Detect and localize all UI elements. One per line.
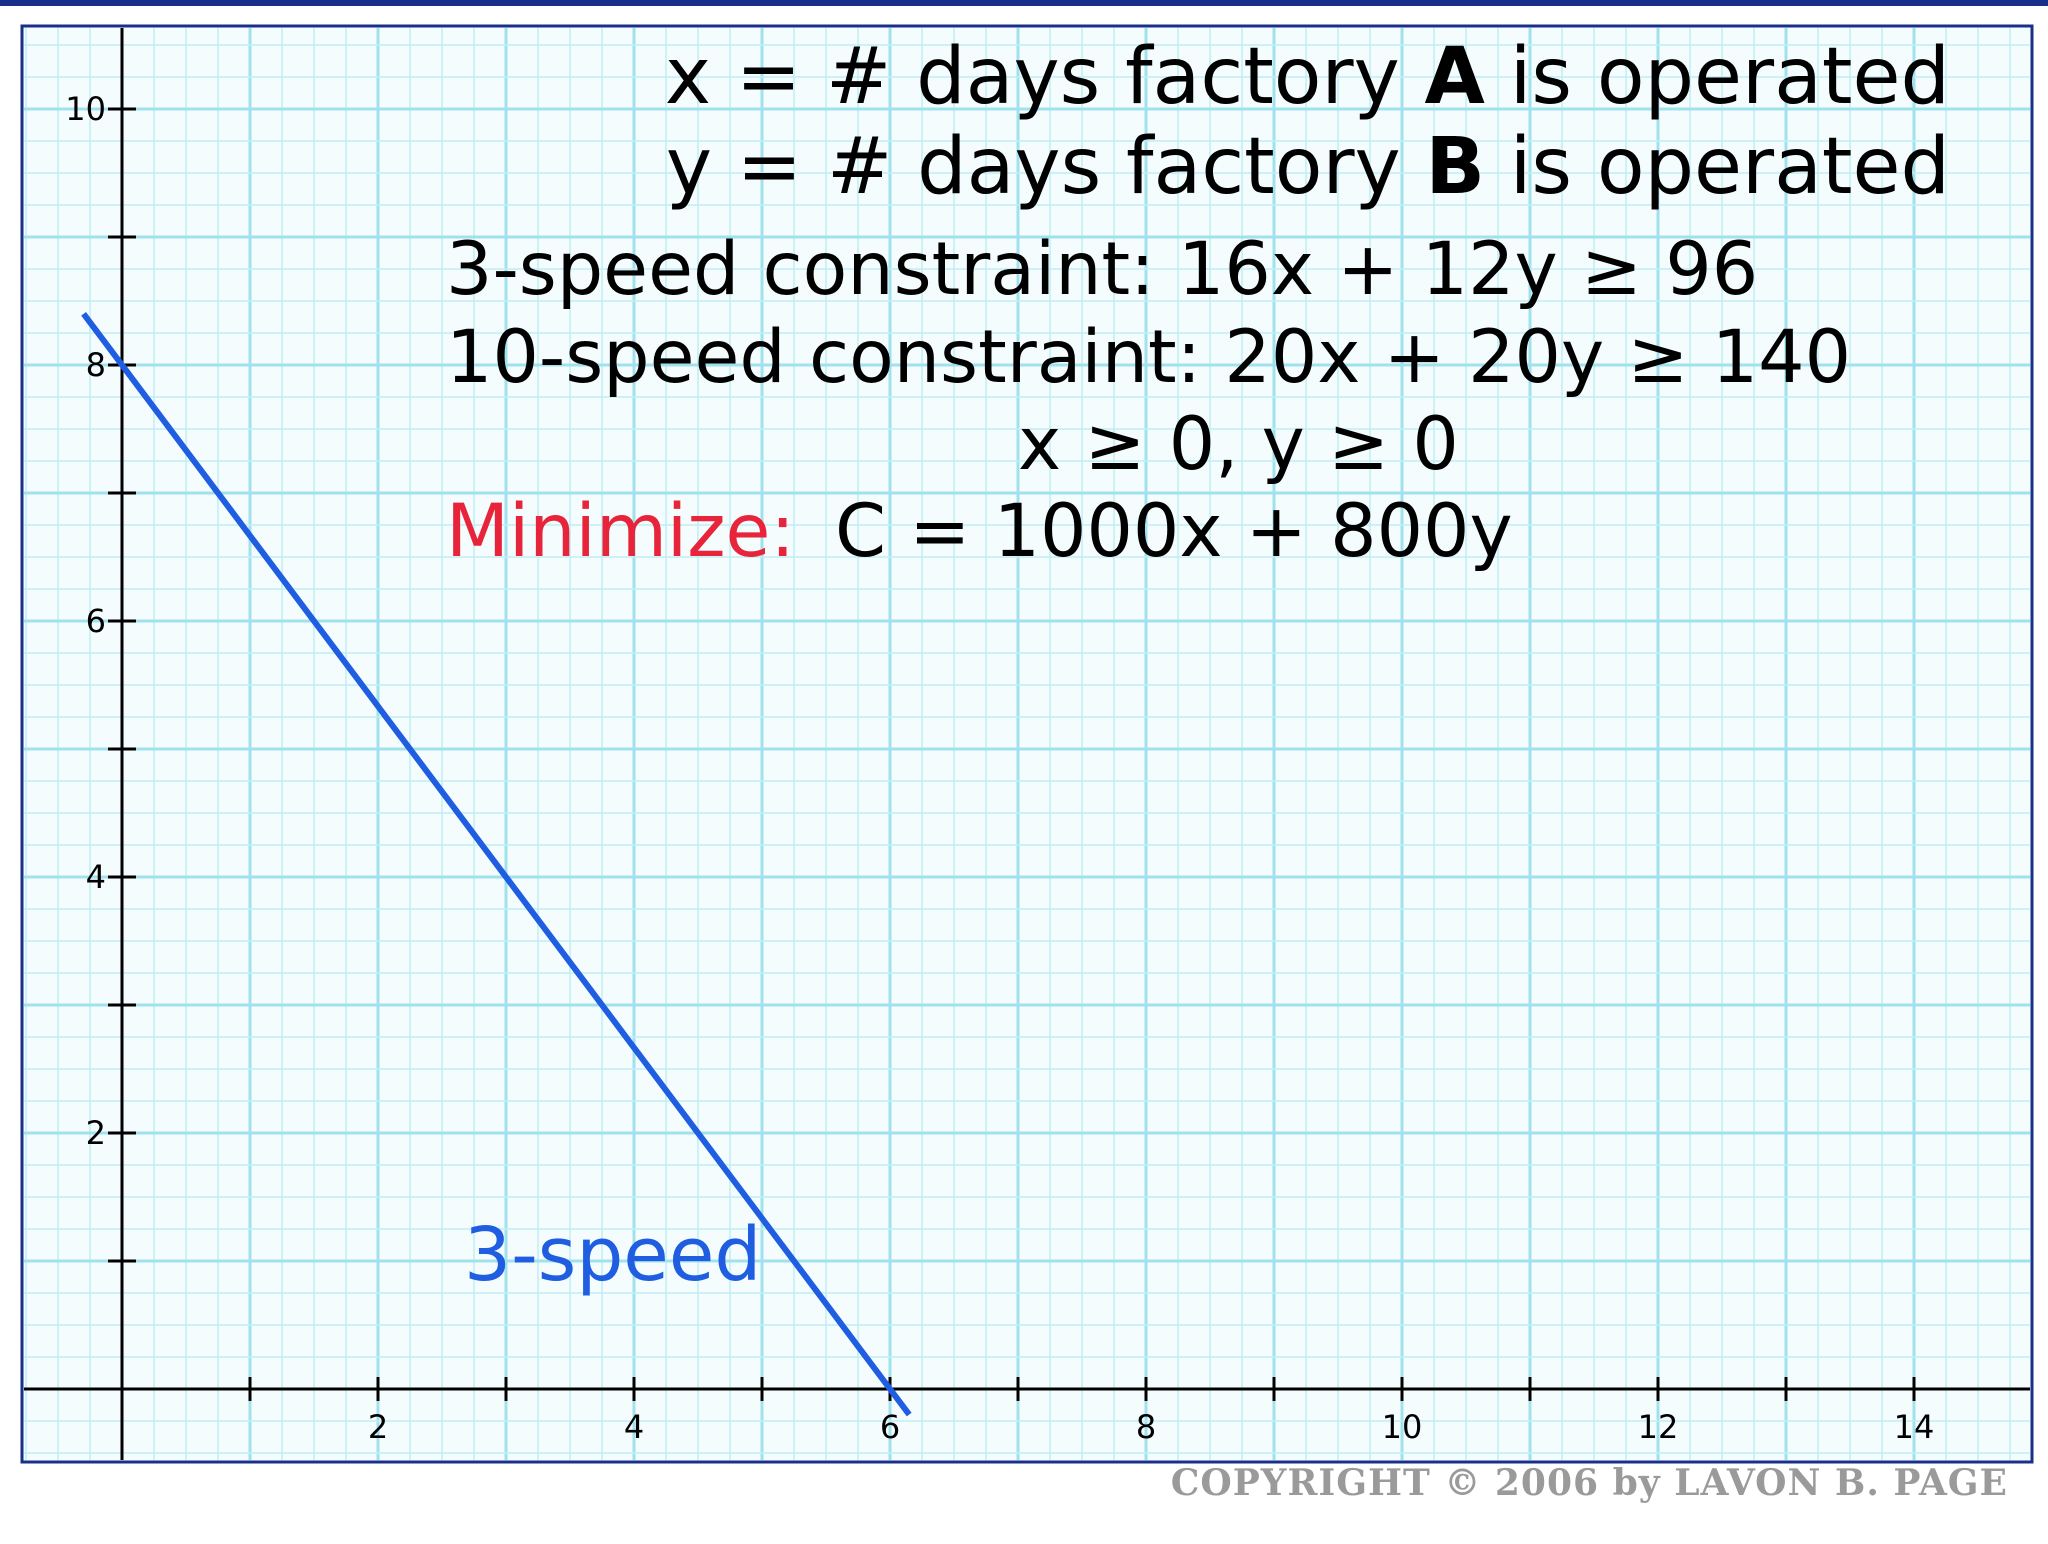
variable-y-pre: y = # days factory <box>666 122 1426 212</box>
variable-y-bold: B <box>1425 122 1484 212</box>
objective-label: Minimize: <box>446 489 795 574</box>
variable-y-post: is operated <box>1485 122 1950 212</box>
y-tick-label: 10 <box>65 90 106 128</box>
variable-x-pre: x = # days factory <box>665 32 1425 122</box>
constraint-10speed: 10-speed constraint: 20x + 20y ≥ 140 <box>446 315 1851 400</box>
variable-y-definition: y = # days factory B is operated <box>666 122 1950 212</box>
objective-expression: C = 1000x + 800y <box>835 489 1513 574</box>
objective-function: Minimize: C = 1000x + 800y <box>446 489 1513 574</box>
top-border <box>0 0 2048 6</box>
series <box>81 312 912 1417</box>
x-tick-label: 4 <box>624 1408 644 1446</box>
series-line-3-speed <box>81 312 912 1417</box>
x-tick-label: 12 <box>1638 1408 1679 1446</box>
constraint-3speed: 3-speed constraint: 16x + 12y ≥ 96 <box>446 227 1758 312</box>
y-tick-label: 2 <box>86 1114 106 1152</box>
x-tick-label: 14 <box>1894 1408 1935 1446</box>
x-tick-label: 8 <box>1136 1408 1156 1446</box>
y-tick-label: 6 <box>86 602 106 640</box>
line-label-3speed: 3-speed <box>464 1212 761 1298</box>
x-tick-label: 2 <box>368 1408 388 1446</box>
x-tick-label: 10 <box>1382 1408 1423 1446</box>
y-tick-label: 8 <box>86 346 106 384</box>
y-tick-label: 4 <box>86 858 106 896</box>
ticks: 2 4 6 8 10 12 14 2 4 6 8 10 <box>65 90 1934 1446</box>
x-tick-label: 6 <box>880 1408 900 1446</box>
variable-x-bold: A <box>1425 32 1485 122</box>
plot-area <box>20 24 2034 1464</box>
copyright-notice: COPYRIGHT © 2006 by LAVON B. PAGE <box>1170 1462 2008 1504</box>
axes <box>24 28 2030 1460</box>
constraint-nonnegativity: x ≥ 0, y ≥ 0 <box>1018 402 1459 487</box>
variable-x-definition: x = # days factory A is operated <box>665 32 1950 122</box>
variable-x-post: is operated <box>1485 32 1950 122</box>
